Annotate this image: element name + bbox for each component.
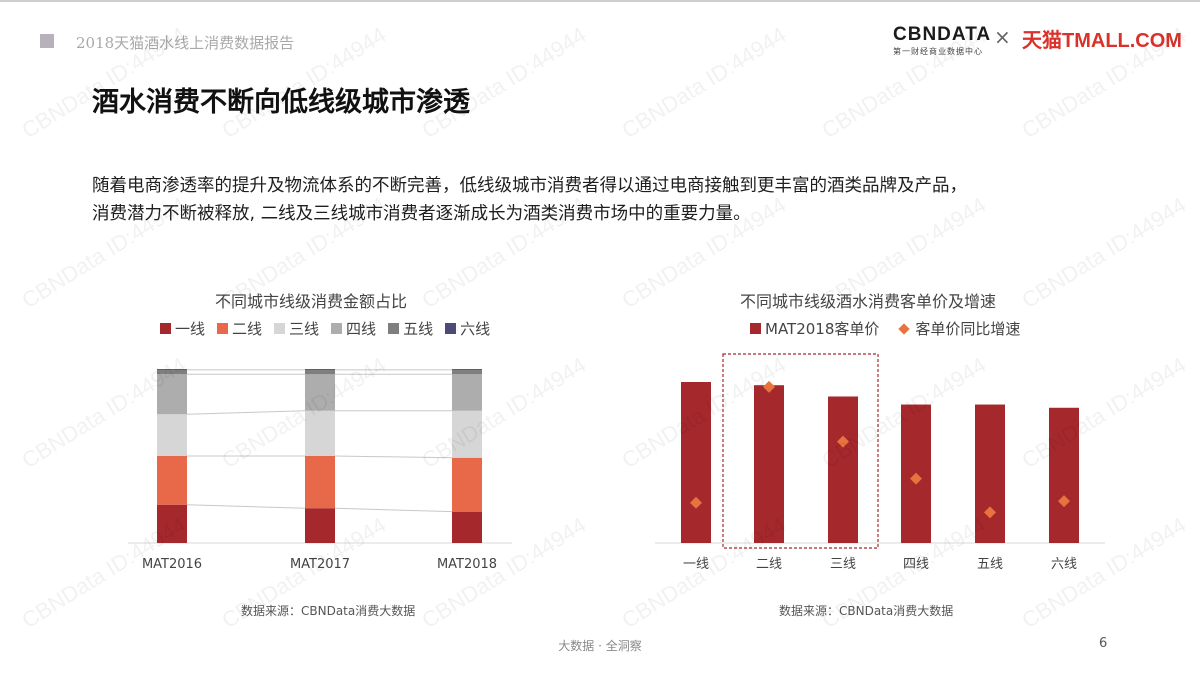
legend-item-tier1: 一线 bbox=[160, 318, 205, 339]
chart2-growth-marker bbox=[910, 472, 922, 485]
chart1-x-tick-label: MAT2016 bbox=[142, 557, 202, 572]
chart1-bar-segment bbox=[157, 369, 187, 375]
legend-item-tier6: 六线 bbox=[445, 318, 490, 339]
legend-item-tier2: 二线 bbox=[217, 318, 262, 339]
chart2-bar bbox=[1049, 407, 1079, 543]
tmall-logo: 天猫TMALL.COM bbox=[1022, 30, 1182, 52]
chart1-legend: 一线 二线 三线 四线 五线 六线 bbox=[160, 318, 490, 339]
legend-swatch bbox=[388, 323, 400, 334]
legend-swatch bbox=[331, 323, 343, 334]
chart2-growth-marker bbox=[690, 496, 702, 509]
chart1-bar-segment bbox=[452, 511, 482, 543]
chart2-bar bbox=[828, 396, 858, 543]
footer-tagline: 大数据 · 全洞察 bbox=[558, 639, 642, 653]
legend-swatch bbox=[274, 323, 286, 334]
chart1-bar-segment bbox=[157, 456, 187, 505]
chart2-x-tick-label: 五线 bbox=[977, 557, 1003, 572]
legend-item-tier3: 三线 bbox=[274, 318, 319, 339]
intro-line-2: 消费潜力不断被释放, 二线及三线城市消费者逐渐成长为酒类消费市场中的重要力量。 bbox=[92, 204, 751, 224]
chart1-bar-segment bbox=[452, 410, 482, 458]
chart1-bar-segment bbox=[452, 369, 482, 375]
chart1-bar-segment bbox=[305, 369, 335, 370]
chart1-bar-segment bbox=[157, 414, 187, 456]
chart2-growth-marker bbox=[984, 506, 996, 519]
intro-text: 随着电商渗透率的提升及物流体系的不断完善，低线级城市消费者得以通过电商接触到更丰… bbox=[92, 172, 1132, 228]
legend-item-price: MAT2018客单价 bbox=[750, 318, 879, 339]
chart2-title: 不同城市线级酒水消费客单价及增速 bbox=[740, 292, 997, 311]
chart2-growth-marker bbox=[763, 380, 775, 393]
chart1-connector-line bbox=[334, 507, 453, 513]
report-square-icon bbox=[40, 34, 54, 48]
legend-label: 一线 bbox=[175, 320, 206, 338]
chart1-source: 数据来源：CBNData消费大数据 bbox=[241, 604, 416, 618]
legend-item-tier4: 四线 bbox=[331, 318, 376, 339]
legend-item-growth: 客单价同比增速 bbox=[897, 318, 1020, 339]
chart2-legend: MAT2018客单价 客单价同比增速 bbox=[750, 318, 1020, 339]
legend-label: 二线 bbox=[232, 320, 263, 338]
chart2-x-tick-label: 四线 bbox=[903, 557, 929, 572]
legend-label: 四线 bbox=[346, 320, 377, 338]
report-title: 2018天猫酒水线上消费数据报告 bbox=[76, 34, 295, 52]
intro-line-1: 随着电商渗透率的提升及物流体系的不断完善，低线级城市消费者得以通过电商接触到更丰… bbox=[92, 176, 967, 196]
chart1-connector-line bbox=[186, 504, 306, 509]
chart2-growth-marker bbox=[837, 435, 849, 448]
legend-swatch bbox=[160, 323, 171, 334]
legend-label: 五线 bbox=[403, 320, 434, 338]
cbndata-logo-subtitle: 第一财经商业数据中心 bbox=[893, 47, 983, 56]
chart1-connector-line bbox=[334, 455, 453, 459]
chart2-x-tick-label: 六线 bbox=[1051, 557, 1077, 572]
legend-swatch bbox=[217, 323, 229, 334]
chart1-bar-segment bbox=[157, 374, 187, 415]
chart2-source: 数据来源：CBNData消费大数据 bbox=[779, 604, 954, 618]
chart1-bar-segment bbox=[305, 369, 335, 375]
top-border bbox=[0, 0, 1200, 2]
chart1-x-tick-label: MAT2018 bbox=[437, 557, 497, 572]
chart2-x-tick-label: 三线 bbox=[830, 557, 856, 572]
legend-swatch bbox=[445, 323, 457, 334]
chart1-bar-segment bbox=[452, 369, 482, 370]
legend-label: 客单价同比增速 bbox=[915, 320, 1021, 338]
chart1-title: 不同城市线级消费金额占比 bbox=[215, 292, 408, 311]
logo-separator: × bbox=[994, 25, 1011, 49]
page-number: 6 bbox=[1099, 636, 1108, 651]
cbndata-logo: CBNDATA bbox=[893, 24, 992, 45]
chart1-x-tick-label: MAT2017 bbox=[290, 557, 350, 572]
chart2-x-tick-label: 二线 bbox=[756, 557, 782, 572]
chart1-bar-segment bbox=[305, 410, 335, 456]
chart2-x-tick-label: 一线 bbox=[683, 557, 709, 572]
chart2-bar bbox=[681, 382, 711, 543]
chart1-bar-segment bbox=[452, 457, 482, 512]
chart1-bar-segment bbox=[305, 374, 335, 411]
chart2-growth-marker bbox=[1058, 495, 1070, 508]
chart1-bar-segment bbox=[305, 456, 335, 509]
page-title: 酒水消费不断向低线级城市渗透 bbox=[92, 87, 470, 118]
chart2-highlight-box bbox=[722, 353, 879, 549]
legend-swatch bbox=[750, 323, 761, 334]
chart2-bar bbox=[754, 385, 784, 543]
chart1-bar-segment bbox=[157, 369, 187, 370]
legend-label: 三线 bbox=[289, 320, 320, 338]
legend-label: 六线 bbox=[460, 320, 491, 338]
chart2-bar bbox=[975, 404, 1005, 543]
legend-label: MAT2018客单价 bbox=[765, 320, 880, 338]
chart1-bar-segment bbox=[157, 504, 187, 543]
chart1-connector-line bbox=[186, 410, 306, 415]
legend-item-tier5: 五线 bbox=[388, 318, 433, 339]
chart1-bar-segment bbox=[305, 508, 335, 543]
chart1-bar-segment bbox=[452, 374, 482, 411]
